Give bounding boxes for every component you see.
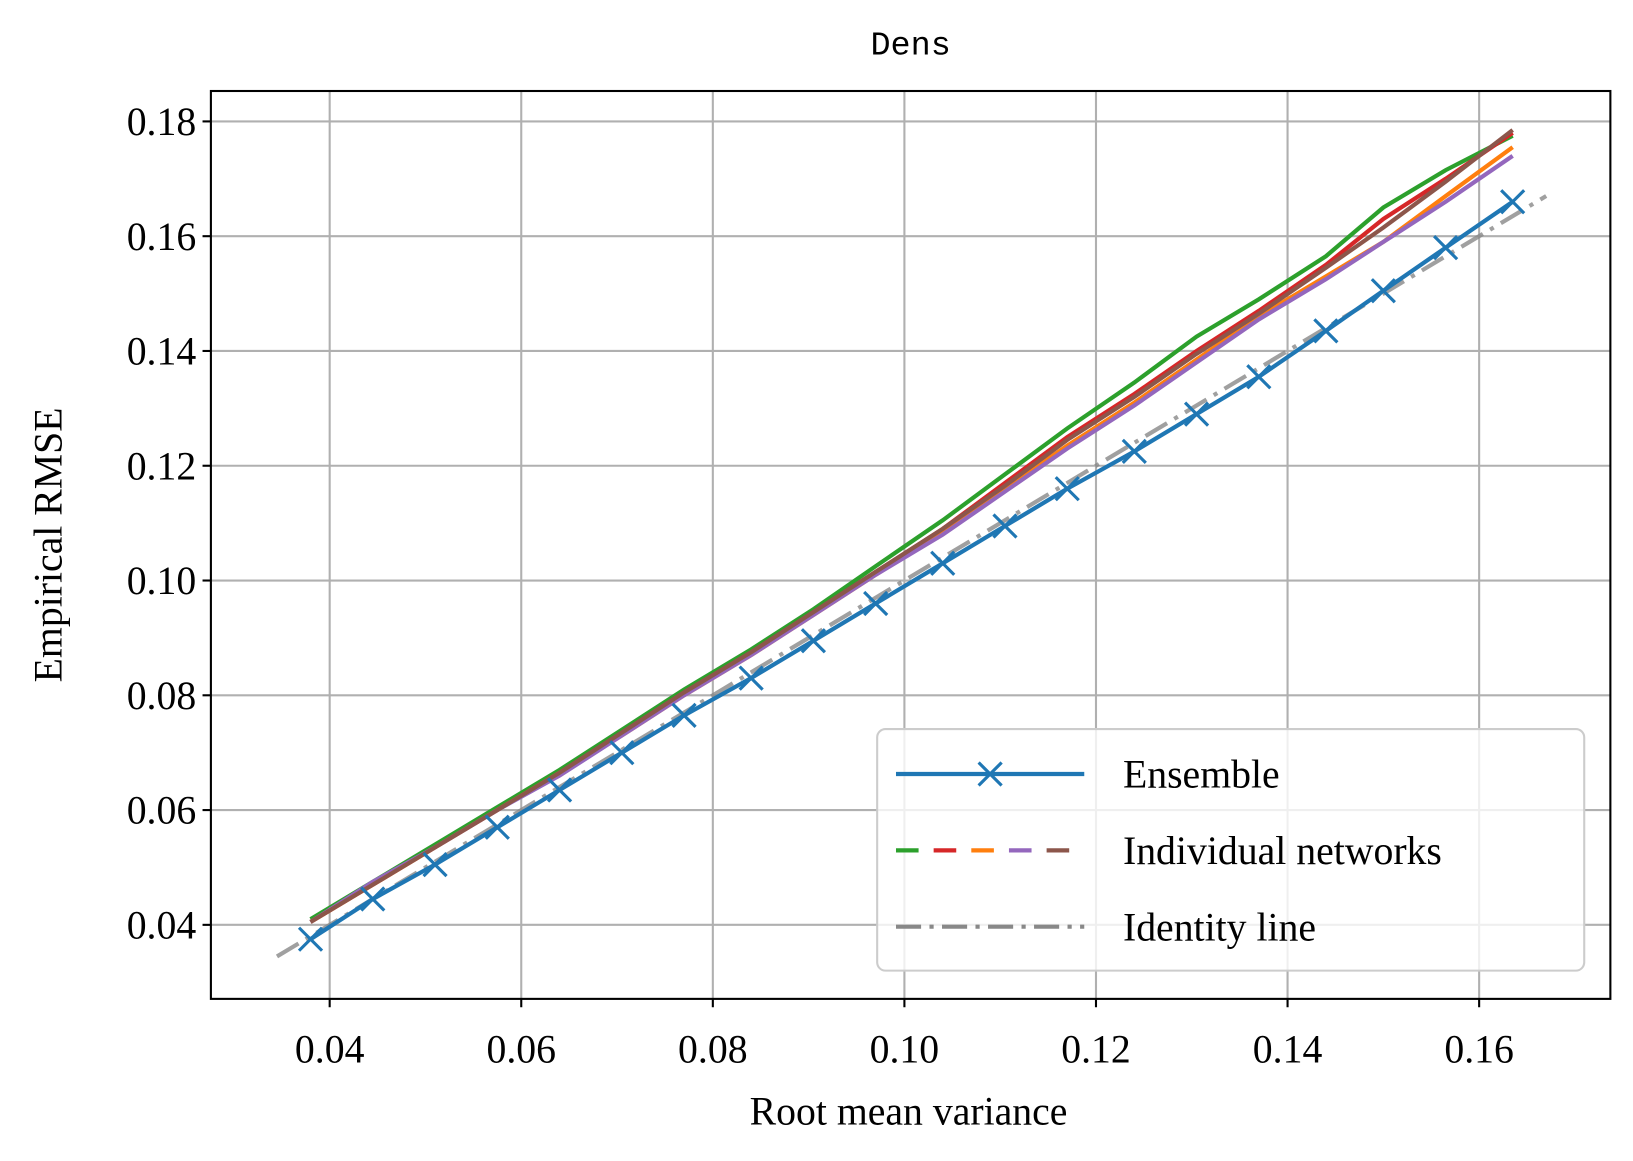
ensemble-marker (297, 926, 324, 952)
y-tick-label: 0.08 (127, 674, 197, 718)
y-tick-label: 0.04 (127, 903, 197, 947)
ensemble-marker (1054, 476, 1080, 502)
ensemble-line (309, 200, 1514, 941)
y-tick-label: 0.16 (127, 215, 197, 259)
legend: Ensemble Individual networks Identity line (876, 727, 1586, 972)
y-tick-label: 0.14 (127, 330, 197, 374)
x-tick-label: 0.12 (1061, 1028, 1131, 1072)
ensemble-marker (863, 590, 889, 617)
ensemble-marker (738, 665, 764, 691)
x-tick-label: 0.10 (870, 1028, 940, 1072)
ensemble-marker (1433, 235, 1459, 261)
ensemble-marker (360, 886, 386, 912)
ensemble-marker (992, 513, 1018, 539)
legend-label: Individual networks (1123, 829, 1442, 873)
x-tick-label: 0.06 (486, 1028, 556, 1072)
x-axis-label: Root mean variance (750, 1089, 1068, 1133)
legend-marker (977, 761, 1003, 787)
plot-area (275, 128, 1548, 959)
ensemble-marker (1246, 364, 1272, 390)
y-tick-label: 0.12 (127, 444, 197, 488)
y-tick-label: 0.10 (127, 559, 197, 603)
plot-frame (209, 89, 1612, 1000)
ensemble-marker (422, 851, 448, 878)
legend-box (876, 727, 1586, 972)
individual-line (309, 128, 1514, 924)
ensemble-marker (1183, 401, 1210, 427)
ensemble-marker (1500, 189, 1526, 215)
ensemble-marker (546, 777, 573, 803)
ensemble-marker (1370, 278, 1396, 304)
legend-label: Ensemble (1123, 753, 1280, 797)
ensemble-marker (671, 702, 697, 728)
y-axis-label: Empirical RMSE (26, 408, 70, 683)
y-tick-label: 0.06 (127, 789, 197, 833)
x-tick-label: 0.04 (295, 1028, 365, 1072)
legend-label: Identity line (1123, 905, 1316, 949)
individual-line (309, 133, 1514, 921)
ensemble-marker (609, 740, 635, 766)
x-tick-label: 0.14 (1253, 1028, 1323, 1072)
chart-title: Dens (870, 27, 950, 65)
ensemble-marker (930, 550, 956, 576)
y-tick-label: 0.18 (127, 100, 197, 144)
ensemble-marker (484, 814, 510, 840)
ensemble-marker (1121, 438, 1147, 465)
ensemble-marker (1313, 318, 1339, 344)
x-tick-label: 0.08 (678, 1028, 748, 1072)
ensemble-marker (800, 628, 827, 654)
x-tick-label: 0.16 (1444, 1028, 1514, 1072)
